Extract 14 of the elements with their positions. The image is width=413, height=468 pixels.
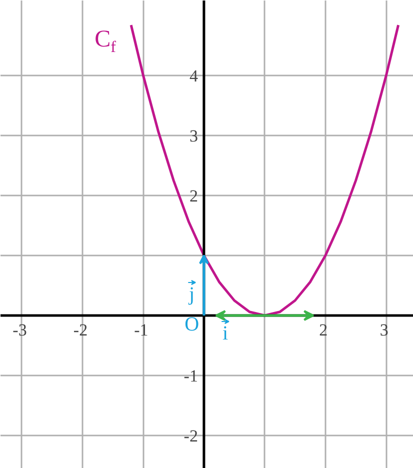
y-tick-label: 2 xyxy=(189,186,198,206)
y-tick-label: 4 xyxy=(189,66,198,86)
line-series xyxy=(130,24,400,317)
y-tick-label: -1 xyxy=(184,366,198,386)
annotation: O xyxy=(184,314,200,336)
x-tick-label: 3 xyxy=(380,320,388,340)
x-tick-label: 2 xyxy=(319,320,328,340)
y-tick-label: 3 xyxy=(189,126,198,146)
x-tick-label: -1 xyxy=(134,320,148,340)
annotation: j xyxy=(188,284,195,306)
annotation: i xyxy=(222,322,228,344)
y-tick-label: -2 xyxy=(184,426,198,446)
x-tick-label: -3 xyxy=(12,320,27,340)
x-tick-label: -2 xyxy=(73,320,88,340)
